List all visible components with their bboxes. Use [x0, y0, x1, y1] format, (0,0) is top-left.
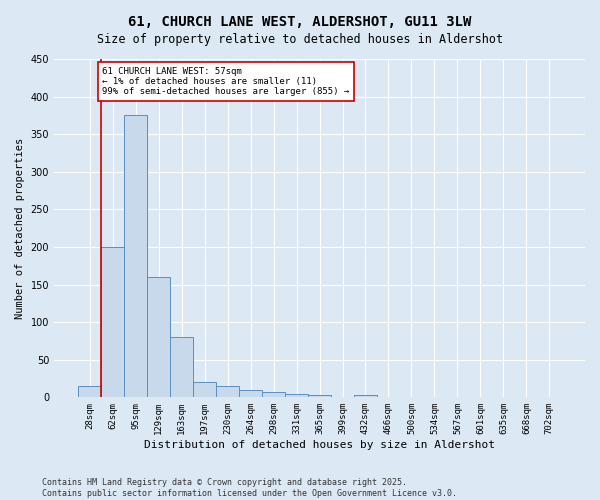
Bar — [216, 386, 239, 398]
Bar — [147, 277, 170, 398]
Bar — [193, 382, 216, 398]
Bar — [354, 395, 377, 398]
Bar — [308, 395, 331, 398]
Text: 61 CHURCH LANE WEST: 57sqm
← 1% of detached houses are smaller (11)
99% of semi-: 61 CHURCH LANE WEST: 57sqm ← 1% of detac… — [103, 66, 350, 96]
Y-axis label: Number of detached properties: Number of detached properties — [15, 138, 25, 319]
Bar — [78, 386, 101, 398]
Text: Contains HM Land Registry data © Crown copyright and database right 2025.
Contai: Contains HM Land Registry data © Crown c… — [42, 478, 457, 498]
Text: Size of property relative to detached houses in Aldershot: Size of property relative to detached ho… — [97, 32, 503, 46]
Text: 61, CHURCH LANE WEST, ALDERSHOT, GU11 3LW: 61, CHURCH LANE WEST, ALDERSHOT, GU11 3L… — [128, 15, 472, 29]
Bar — [170, 337, 193, 398]
Bar — [239, 390, 262, 398]
Bar — [285, 394, 308, 398]
X-axis label: Distribution of detached houses by size in Aldershot: Distribution of detached houses by size … — [144, 440, 495, 450]
Bar — [101, 247, 124, 398]
Bar — [262, 392, 285, 398]
Bar — [124, 116, 147, 398]
